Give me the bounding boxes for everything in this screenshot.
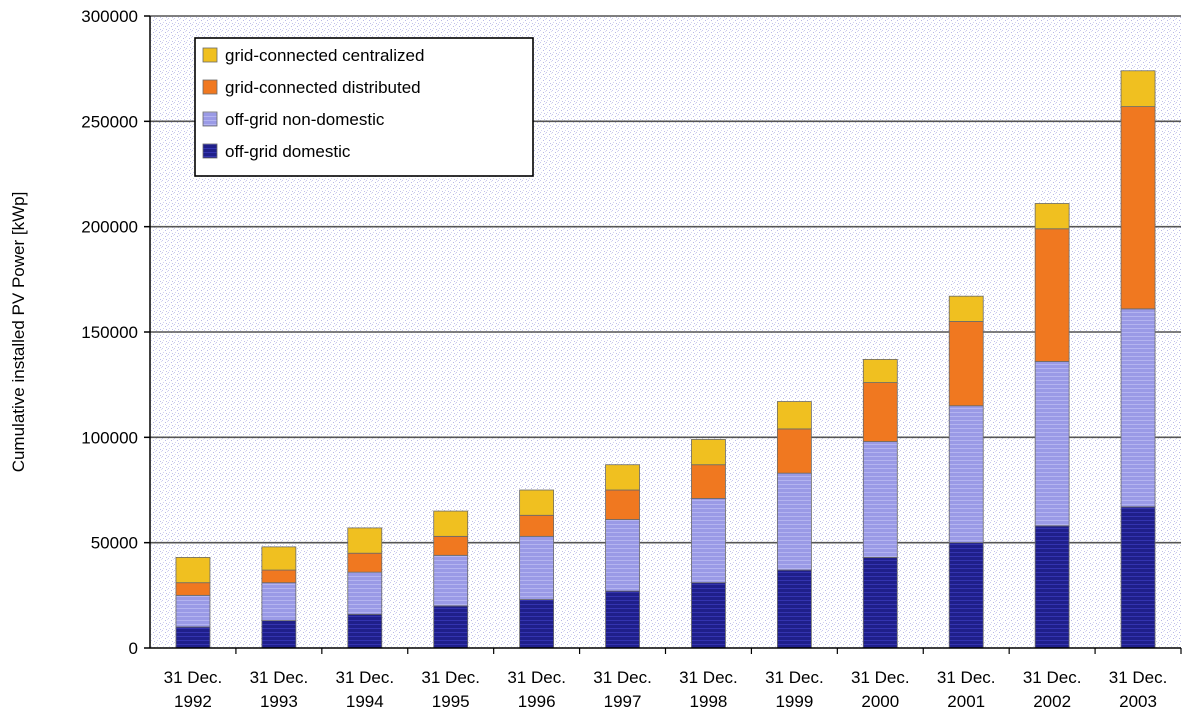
legend-swatch [202,143,218,159]
bar-segment-off-grid-non-domestic [691,498,726,584]
bar-segment-off-grid-non-domestic [347,571,383,615]
y-tick-label: 50000 [91,534,138,553]
bar-segment-grid-connected-distributed [691,464,726,499]
bar-segment-grid-connected-centralized [1034,203,1070,230]
x-category-label: 2001 [947,692,985,711]
y-tick-label: 250000 [81,112,138,131]
legend-swatch [202,111,218,127]
bar-segment-off-grid-domestic [347,613,383,649]
y-tick-label: 150000 [81,323,138,342]
x-category-label: 31 Dec. [335,668,394,687]
bar-segment-off-grid-domestic [862,557,898,649]
bar-segment-off-grid-non-domestic [433,554,469,607]
bar-segment-grid-connected-distributed [175,582,211,596]
bar-segment-grid-connected-distributed [347,552,383,573]
bar-segment-grid-connected-centralized [605,464,640,491]
x-category-label: 1994 [346,692,384,711]
bar-segment-off-grid-non-domestic [261,582,297,622]
x-category-label: 31 Dec. [1109,668,1168,687]
bar-segment-grid-connected-distributed [433,535,469,556]
bar-segment-grid-connected-centralized [1120,70,1156,107]
x-category-label: 2000 [861,692,899,711]
y-tick-label: 300000 [81,7,138,26]
bar-segment-off-grid-domestic [1034,525,1070,649]
x-tick-labels: 31 Dec. 1992 31 Dec. 1993 31 Dec. 1994 31 Dec.… [164,668,1168,711]
bar-segment-grid-connected-centralized [862,358,898,383]
bar-segment-grid-connected-distributed [948,321,984,407]
bar-segment-grid-connected-distributed [605,489,640,520]
x-category-label: 31 Dec. [851,668,910,687]
bar-segment-grid-connected-centralized [261,546,297,571]
bar-segment-off-grid-domestic [175,626,211,649]
x-category-label: 1998 [690,692,728,711]
bar-segment-grid-connected-centralized [519,489,555,516]
bar-segment-grid-connected-centralized [691,439,726,466]
y-tick-label: 0 [129,639,138,658]
bar-segment-grid-connected-distributed [776,428,812,474]
legend-label: off-grid non-domestic [225,110,385,129]
bar-segment-off-grid-non-domestic [519,535,555,600]
x-category-label: 1995 [432,692,470,711]
bar-segment-off-grid-domestic [519,599,555,649]
x-category-label: 31 Dec. [507,668,566,687]
bar-segment-off-grid-non-domestic [175,594,211,628]
x-category-label: 1992 [174,692,212,711]
x-category-label: 31 Dec. [937,668,996,687]
bar-segment-off-grid-domestic [605,590,640,649]
bar-segment-grid-connected-distributed [519,514,555,537]
gridlines [150,15,1181,544]
x-category-label: 31 Dec. [250,668,309,687]
y-tick-label: 100000 [81,428,138,447]
bar-segment-off-grid-non-domestic [862,441,898,558]
bar-segment-grid-connected-distributed [1120,106,1156,310]
bar-segment-off-grid-domestic [433,605,469,649]
bars [175,70,1156,649]
legend-label: off-grid domestic [225,142,351,161]
legend-swatch [202,79,218,95]
bar-segment-off-grid-non-domestic [1034,361,1070,527]
x-category-label: 31 Dec. [164,668,223,687]
bar-segment-off-grid-non-domestic [776,472,812,571]
legend-box [194,37,534,177]
bar-segment-grid-connected-distributed [261,569,297,584]
x-category-label: 2002 [1033,692,1071,711]
bar-segment-grid-connected-centralized [776,401,812,430]
bar-segment-off-grid-domestic [948,542,984,649]
bar-segment-off-grid-domestic [261,620,297,649]
y-tick-label: 200000 [81,218,138,237]
bar-segment-grid-connected-centralized [948,295,984,322]
bar-segment-grid-connected-centralized [433,510,469,537]
bar-segment-off-grid-non-domestic [948,405,984,544]
x-category-label: 31 Dec. [765,668,824,687]
x-category-label: 1993 [260,692,298,711]
y-axis-title: Cumulative installed PV Power [kWp] [9,192,28,473]
x-category-label: 31 Dec. [1023,668,1082,687]
bar-segment-off-grid-non-domestic [1120,308,1156,508]
legend-label: grid-connected centralized [225,46,424,65]
x-category-label: 31 Dec. [593,668,652,687]
x-category-label: 1999 [775,692,813,711]
legend-swatch [202,47,218,63]
x-category-label: 31 Dec. [421,668,480,687]
legend-label: grid-connected distributed [225,78,421,97]
y-tick-labels: 0 50000 100000 150000 200000 250000 300000 [81,7,150,658]
bar-segment-off-grid-domestic [691,582,726,649]
x-category-label: 1996 [518,692,556,711]
bar-segment-off-grid-domestic [1120,506,1156,649]
x-category-label: 2003 [1119,692,1157,711]
bar-segment-grid-connected-distributed [862,382,898,442]
x-category-label: 31 Dec. [679,668,738,687]
bar-segment-grid-connected-distributed [1034,228,1070,362]
x-category-label: 1997 [604,692,642,711]
bar-segment-off-grid-non-domestic [605,519,640,592]
legend: grid-connected centralized grid-connected… [194,37,534,177]
bar-segment-off-grid-domestic [776,569,812,649]
bar-segment-grid-connected-centralized [175,557,211,584]
bar-segment-grid-connected-centralized [347,527,383,554]
